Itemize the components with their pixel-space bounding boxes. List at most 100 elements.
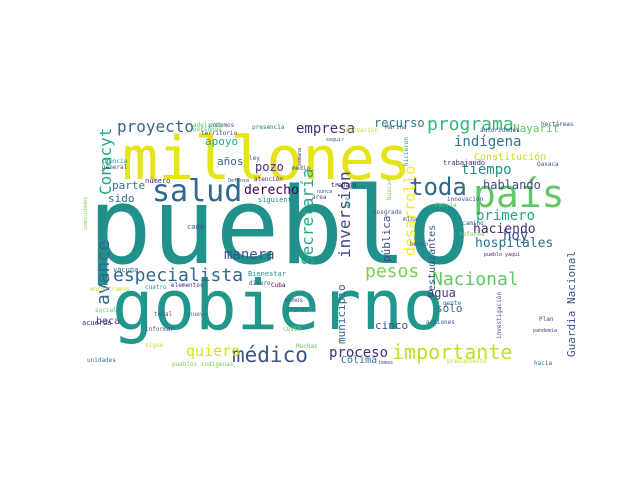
word-53: elementos [171, 282, 204, 289]
word-75: hecho [410, 241, 428, 248]
word-94: territorio [201, 130, 238, 137]
word-74: pueblo yaqui [484, 252, 520, 258]
word-38: sido [108, 192, 135, 205]
word-22: tiempo [461, 162, 512, 178]
word-79: innovación [447, 196, 484, 203]
word-8: programa [427, 114, 514, 135]
word-61: grande [286, 307, 308, 314]
word-110: ayer [344, 193, 351, 208]
word-19: Secretaría [298, 169, 317, 265]
word-62: Muchas [296, 343, 318, 350]
word-12: proyecto [117, 117, 194, 136]
word-5: importante [392, 340, 512, 364]
word-28: Nayarit [513, 122, 559, 135]
word-89: medio [292, 165, 310, 172]
word-7: Nacional [432, 269, 519, 290]
word-24: primero [476, 208, 535, 224]
word-76: camino [462, 220, 484, 227]
word-29: recurso [374, 116, 425, 130]
word-71: investigación [496, 292, 503, 339]
word-36: pozo [255, 160, 284, 174]
word-72: acciones [426, 319, 455, 326]
word-81: posgrado [373, 209, 402, 216]
word-14: Conacyt [96, 128, 115, 195]
word-101: seguir [326, 137, 344, 143]
word-16: indígena [454, 134, 521, 150]
word-73: gente [443, 300, 461, 307]
word-108: trabajando [443, 159, 485, 167]
word-44: estudiantes [427, 225, 438, 291]
word-105: hectáreas [541, 121, 574, 128]
word-98: general [102, 164, 128, 171]
word-25: haciendo [473, 222, 536, 237]
word-80: mina [403, 216, 418, 223]
word-82: trabajo [331, 182, 357, 189]
word-63: sigue [145, 342, 163, 349]
word-51: Bienestar [248, 270, 286, 278]
word-103: Marina [385, 124, 407, 131]
word-78: Patria [435, 202, 457, 209]
word-85: siguiente [258, 196, 296, 204]
word-35: años [217, 155, 244, 168]
word-91: ley [249, 155, 260, 162]
word-18: proceso [329, 345, 388, 361]
cloud-background [86, 118, 592, 370]
word-60: vemos [285, 297, 303, 304]
word-67: presupuesto [447, 358, 487, 365]
word-1: gobierno [112, 266, 444, 346]
word-104: autoridades [480, 127, 520, 134]
word-42: sólo [436, 302, 463, 315]
word-34: apoyo [205, 135, 238, 148]
word-100: encontramos [90, 286, 130, 293]
word-66: temas [378, 360, 393, 366]
word-57: informar [145, 326, 174, 333]
word-92: presencia [252, 124, 285, 131]
word-70: pandemia [533, 328, 557, 334]
word-11: especialista [113, 265, 243, 286]
word-56: acuerdo [82, 319, 112, 327]
word-87: atención [254, 176, 283, 183]
word-68: hacia [534, 360, 552, 367]
word-48: número [145, 177, 170, 185]
word-86: Defensa [228, 178, 249, 184]
word-109: buscar [386, 178, 393, 200]
word-52: dinero [249, 280, 271, 287]
word-88: Cuba [271, 282, 286, 289]
word-65: pueblos indígenas [172, 361, 234, 368]
word-40: municipio [335, 284, 348, 344]
word-69: Plan [539, 316, 554, 323]
word-49: total [154, 311, 172, 318]
word-30: derecho [244, 183, 299, 198]
word-6: médico [232, 343, 308, 367]
word-55: social [95, 307, 117, 314]
word-20: inversión [335, 171, 354, 258]
word-93: podemos [209, 122, 235, 129]
word-37: parte [112, 179, 145, 192]
word-15: avance [93, 240, 114, 305]
word-107: hicieron [403, 137, 410, 166]
word-84: área [312, 194, 327, 201]
word-77: reforma [459, 231, 485, 238]
word-43: Colima [341, 355, 377, 366]
word-0: pueblo [88, 165, 471, 288]
word-23: hoy [503, 228, 528, 244]
word-21: desarrollo [401, 166, 419, 256]
word-97: ciencia [102, 158, 128, 165]
word-2: millones [122, 124, 411, 194]
word-45: Constitución [474, 151, 546, 163]
word-83: nunca [317, 189, 332, 195]
word-3: país [473, 172, 565, 216]
word-58: nuevo [189, 311, 207, 318]
word-54: cuatro [145, 284, 167, 291]
word-33: agua [427, 286, 456, 300]
word-13: empresa [296, 121, 355, 137]
word-32: Guardia Nacional [565, 251, 578, 357]
word-4: salud [152, 174, 242, 209]
word-90: semana [297, 148, 303, 166]
word-59: COVID [283, 326, 301, 333]
word-99: comunidades [83, 197, 89, 230]
word-106: Oaxaca [537, 161, 559, 168]
word-50: cada [187, 223, 204, 231]
